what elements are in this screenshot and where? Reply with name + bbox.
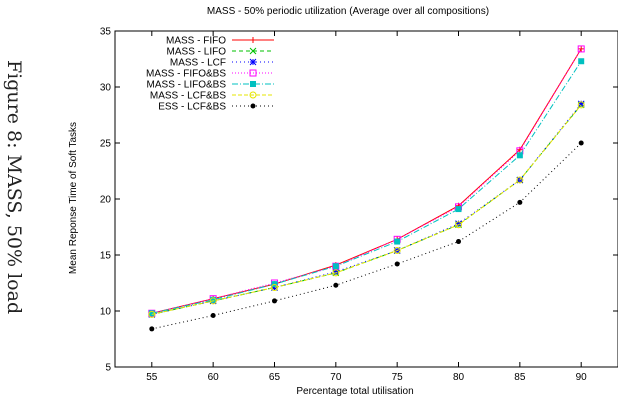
x-tick-label: 85 bbox=[514, 372, 526, 383]
y-tick-label: 30 bbox=[100, 83, 112, 94]
data-point bbox=[394, 238, 401, 245]
legend-label: MASS - LIFO&BS bbox=[147, 80, 227, 91]
y-tick-label: 5 bbox=[105, 363, 111, 374]
y-tick-label: 25 bbox=[100, 139, 112, 150]
chart-title: MASS - 50% periodic utilization (Average… bbox=[207, 6, 489, 17]
data-point bbox=[578, 58, 585, 65]
axes: 55 60 65 70 75 80 85 90 5 10 15 20 25 30 35 bbox=[100, 27, 618, 383]
data-point bbox=[249, 58, 257, 66]
data-point bbox=[149, 326, 155, 332]
legend-label: MASS - FIFO&BS bbox=[146, 69, 226, 80]
data-point bbox=[332, 263, 339, 270]
x-tick-label: 90 bbox=[576, 372, 588, 383]
data-point bbox=[249, 91, 257, 99]
data-point bbox=[577, 100, 585, 108]
series-line bbox=[151, 48, 582, 314]
data-point bbox=[516, 152, 523, 159]
y-tick-label: 35 bbox=[100, 27, 112, 38]
legend-item: MASS - FIFO bbox=[166, 36, 274, 47]
x-tick-label: 60 bbox=[208, 372, 220, 383]
legend-label: MASS - LCF&BS bbox=[150, 91, 226, 102]
data-point bbox=[577, 101, 585, 109]
legend-item: MASS - LCF bbox=[170, 58, 274, 69]
legend-item: MASS - LCF&BS bbox=[150, 91, 274, 102]
data-point bbox=[455, 221, 463, 229]
data-point bbox=[271, 298, 277, 304]
x-tick-label: 65 bbox=[269, 372, 281, 383]
data-point bbox=[456, 239, 462, 245]
data-point bbox=[455, 206, 462, 213]
data-point bbox=[332, 269, 340, 277]
legend-label: MASS - FIFO bbox=[166, 36, 226, 47]
y-tick-label: 20 bbox=[100, 195, 112, 206]
legend-label: MASS - LCF bbox=[170, 58, 226, 69]
series-mass-lifo bbox=[148, 101, 585, 318]
series-line bbox=[151, 104, 582, 315]
data-point bbox=[249, 69, 257, 77]
data-point bbox=[148, 310, 155, 317]
data-point bbox=[250, 37, 256, 43]
data-point bbox=[577, 45, 585, 53]
y-tick-label: 10 bbox=[100, 307, 112, 318]
data-point bbox=[148, 310, 156, 318]
y-tick-label: 15 bbox=[100, 251, 112, 262]
y-axis-label: Mean Reponse Time of Soft Tasks bbox=[68, 122, 79, 274]
x-tick-label: 80 bbox=[453, 372, 465, 383]
legend-item: MASS - FIFO&BS bbox=[146, 69, 274, 80]
legend-item: MASS - LIFO bbox=[167, 47, 274, 58]
data-point bbox=[578, 140, 584, 146]
data-point bbox=[209, 297, 217, 305]
x-tick-label: 70 bbox=[330, 372, 342, 383]
series-line bbox=[151, 142, 582, 330]
data-point bbox=[250, 103, 256, 109]
figure-caption: Figure 8: MASS, 50% load bbox=[3, 60, 25, 314]
legend-item: ESS - LCF&BS bbox=[158, 102, 274, 113]
data-point bbox=[271, 284, 278, 291]
data-point bbox=[332, 268, 340, 276]
legend-item: MASS - LIFO&BS bbox=[147, 80, 274, 91]
x-axis-label: Percentage total utilisation bbox=[296, 386, 413, 397]
data-point bbox=[394, 261, 400, 267]
data-point bbox=[333, 282, 339, 288]
series-ess-lcf-bs bbox=[149, 140, 584, 332]
x-tick-label: 55 bbox=[146, 372, 158, 383]
x-tick-label: 75 bbox=[392, 372, 404, 383]
series-mass-lcf-bs bbox=[148, 101, 585, 318]
data-point bbox=[455, 220, 462, 227]
legend-label: MASS - LIFO bbox=[167, 47, 227, 58]
data-point bbox=[516, 176, 524, 184]
data-point bbox=[210, 312, 216, 318]
data-point bbox=[210, 296, 217, 303]
data-point bbox=[517, 199, 523, 205]
data-point bbox=[393, 247, 401, 255]
data-point bbox=[249, 47, 257, 55]
legend-label: ESS - LCF&BS bbox=[158, 102, 226, 113]
series-layer bbox=[148, 45, 585, 332]
data-point bbox=[270, 283, 278, 291]
series-mass-lcf bbox=[148, 100, 585, 318]
series-line bbox=[151, 104, 582, 315]
data-point bbox=[250, 81, 256, 87]
series-line bbox=[151, 103, 582, 315]
series-line bbox=[151, 60, 582, 314]
